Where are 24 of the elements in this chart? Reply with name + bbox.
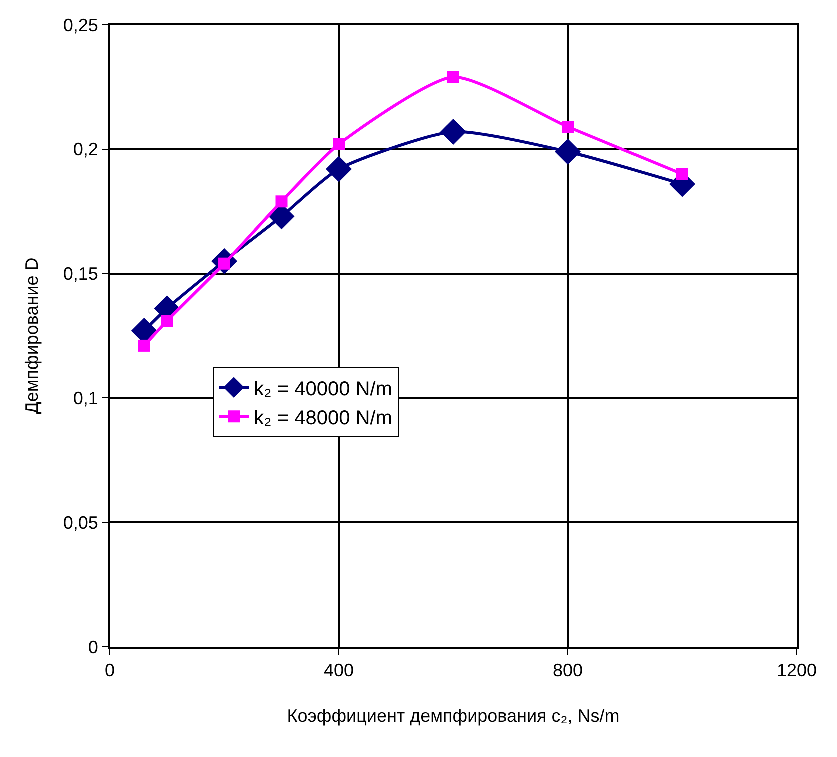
x-axis-title: Коэффициент демпфирования c₂, Ns/m xyxy=(287,706,620,726)
point xyxy=(161,315,174,328)
x-tick-label: 800 xyxy=(552,660,584,681)
y-axis-title: Демпфирование D xyxy=(22,258,42,414)
point xyxy=(448,71,460,84)
point xyxy=(333,138,345,150)
point xyxy=(276,196,288,208)
legend-label: k₂ = 40000 N/m xyxy=(254,378,392,400)
y-tick-label: 0 xyxy=(88,637,98,658)
y-tick-label: 0,1 xyxy=(73,388,98,408)
point xyxy=(562,121,574,134)
point xyxy=(555,138,581,165)
y-tick-label: 0,2 xyxy=(73,140,98,160)
point xyxy=(440,118,466,145)
x-tick-label: 1200 xyxy=(776,660,818,681)
point xyxy=(138,340,150,352)
y-tick-label: 0,25 xyxy=(63,15,98,36)
y-tick-label: 0,05 xyxy=(63,512,98,533)
point xyxy=(676,168,688,180)
x-tick-label: 400 xyxy=(324,660,354,681)
legend-label: k₂ = 48000 N/m xyxy=(254,407,392,430)
point xyxy=(326,156,352,182)
y-tick-label: 0,15 xyxy=(63,264,98,284)
x-tick-label: 0 xyxy=(104,660,116,681)
